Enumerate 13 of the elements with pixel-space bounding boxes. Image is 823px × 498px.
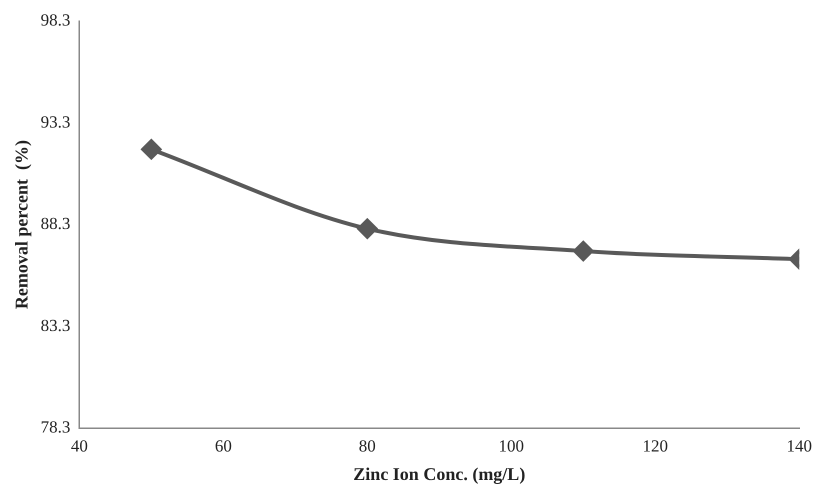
y-tick-label: 78.3 bbox=[40, 417, 70, 436]
x-axis-title: Zinc Ion Conc. (mg/L) bbox=[353, 464, 526, 484]
y-tick-label: 83.3 bbox=[40, 316, 70, 335]
y-tick-label: 93.3 bbox=[40, 112, 70, 132]
x-tick-label: 140 bbox=[786, 436, 812, 456]
y-tick-label: 98.3 bbox=[40, 10, 70, 30]
x-tick-label: 120 bbox=[642, 436, 668, 456]
x-tick-label: 80 bbox=[358, 436, 376, 456]
x-tick-label: 40 bbox=[70, 436, 88, 456]
x-tick-label: 60 bbox=[214, 436, 232, 456]
y-axis-title: Removal percent (%) bbox=[11, 140, 32, 310]
x-tick-label: 100 bbox=[498, 436, 524, 456]
y-tick-label: 88.3 bbox=[40, 214, 70, 234]
